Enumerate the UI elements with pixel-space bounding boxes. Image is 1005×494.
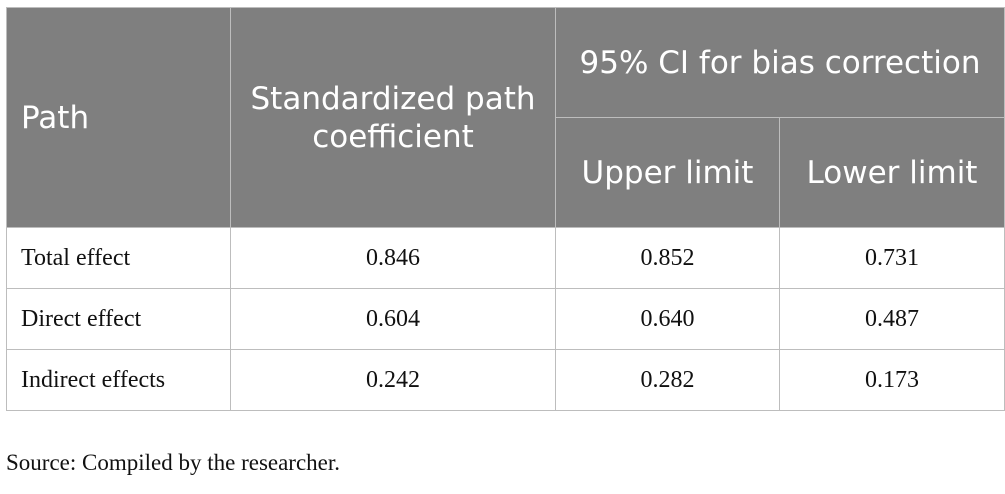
row-coefficient: 0.242 xyxy=(230,349,556,411)
source-note: Source: Compiled by the researcher. xyxy=(6,450,341,475)
table-row: Indirect effects 0.242 0.282 0.173 xyxy=(6,349,1005,411)
table-row: Direct effect 0.604 0.640 0.487 xyxy=(6,288,1005,350)
row-lower: 0.731 xyxy=(778,227,1005,289)
row-path: Indirect effects xyxy=(6,349,231,411)
row-upper: 0.282 xyxy=(555,349,780,411)
header-upper-limit: Upper limit xyxy=(555,117,780,228)
row-path: Direct effect xyxy=(6,288,231,350)
header-ci-group: 95% CI for bias correction xyxy=(554,7,1005,118)
effects-table: Path Standardized path coefficient 95% C… xyxy=(6,7,1005,411)
header-lower-limit: Lower limit xyxy=(778,117,1005,228)
header-path: Path xyxy=(6,7,231,228)
row-upper: 0.640 xyxy=(555,288,780,350)
row-upper: 0.852 xyxy=(555,227,780,289)
row-coefficient: 0.604 xyxy=(230,288,556,350)
table-row: Total effect 0.846 0.852 0.731 xyxy=(6,227,1005,289)
row-path: Total effect xyxy=(6,227,231,289)
row-lower: 0.173 xyxy=(778,349,1005,411)
row-lower: 0.487 xyxy=(778,288,1005,350)
row-coefficient: 0.846 xyxy=(230,227,556,289)
header-coefficient: Standardized path coefficient xyxy=(230,7,556,228)
